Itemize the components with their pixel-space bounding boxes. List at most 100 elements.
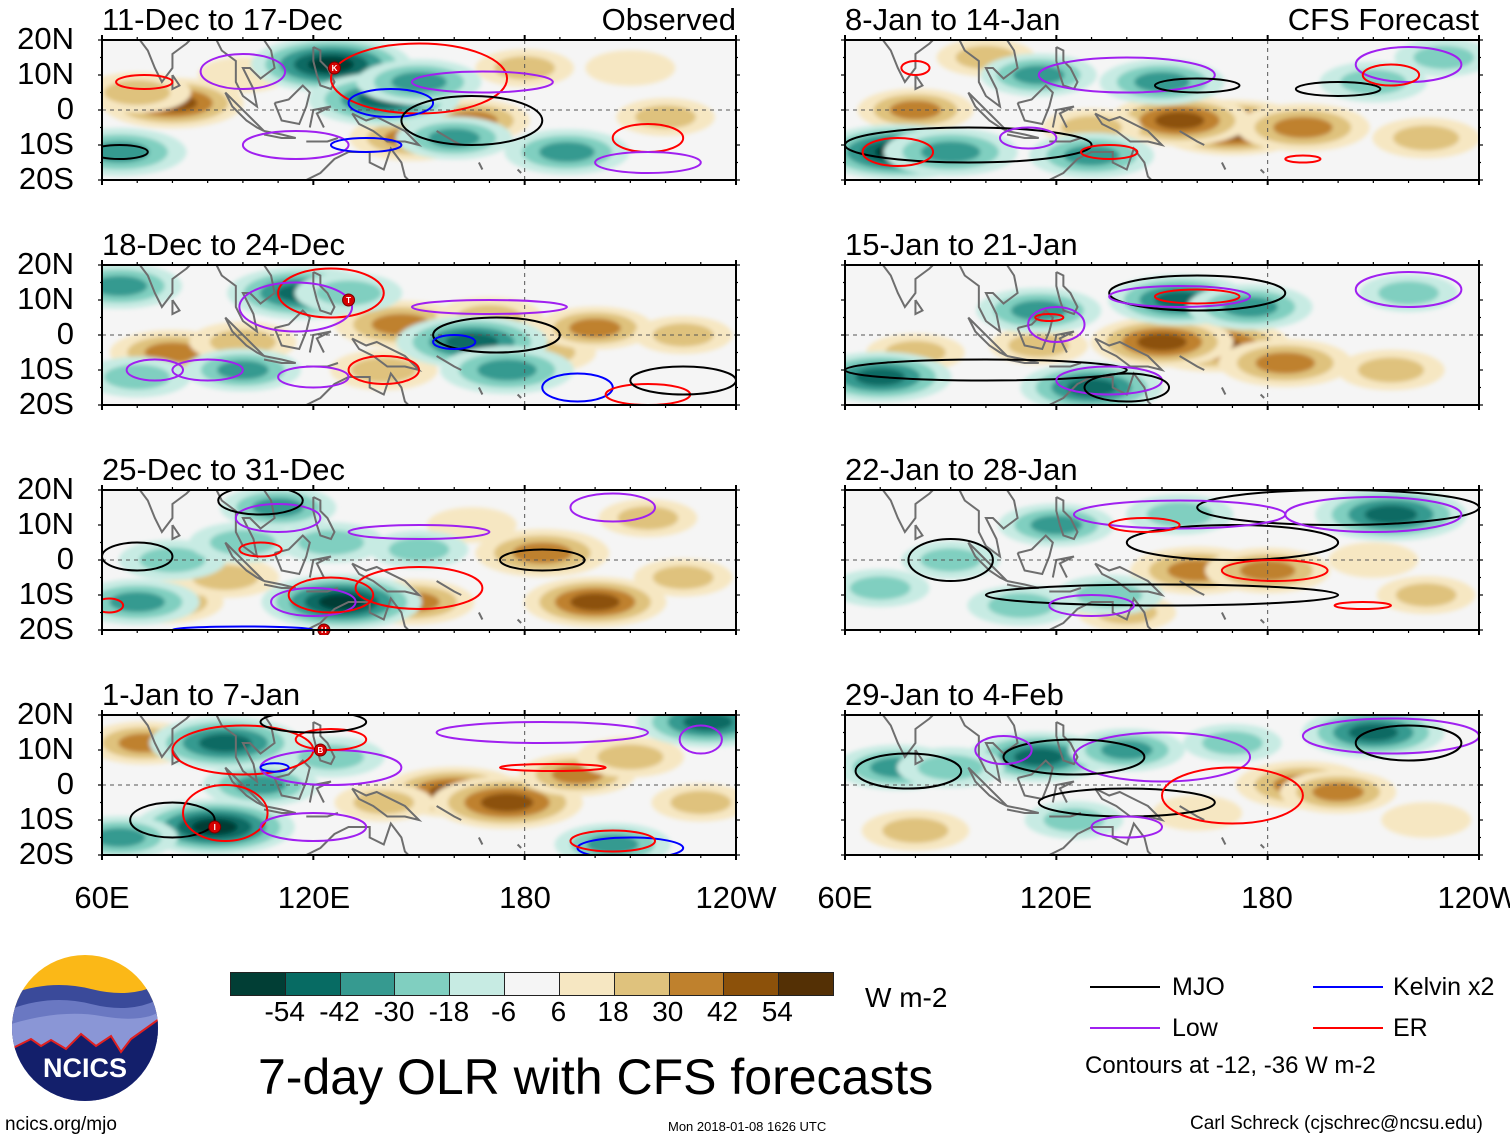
- coastline: [273, 309, 311, 351]
- olr-anomaly-positive: [353, 790, 415, 815]
- figure-title: 7-day OLR with CFS forecasts: [258, 1049, 934, 1105]
- olr-anomaly-negative: [1378, 281, 1439, 305]
- olr-anomaly-negative: [849, 576, 911, 600]
- lon-label: 60E: [74, 880, 130, 915]
- olr-anomaly-negative: [109, 591, 166, 613]
- coastline: [881, 715, 958, 759]
- olr-anomaly-positive: [426, 507, 517, 543]
- storm-label: I: [214, 823, 216, 832]
- lat-label: 0: [56, 316, 74, 351]
- coastline: [263, 355, 296, 364]
- olr-anomaly-negative: [391, 71, 447, 93]
- contour-low: [410, 299, 568, 315]
- coastline: [215, 715, 276, 784]
- coastline: [516, 393, 522, 399]
- contour-mjo: [845, 358, 1128, 382]
- coastline: [1259, 168, 1265, 174]
- coastline: [1179, 355, 1205, 371]
- colorbar-label: -30: [373, 996, 415, 1027]
- contour-mjo: [1002, 738, 1146, 776]
- coastline: [351, 787, 423, 822]
- contour-low: [347, 524, 491, 540]
- panel-title: 11-Dec to 17-Dec: [102, 2, 343, 37]
- legend-line-kelvin: [1313, 986, 1383, 988]
- coastline: [351, 112, 423, 147]
- colorbar-swatch: [778, 973, 833, 995]
- contour-er: [861, 137, 935, 167]
- coastline: [1047, 146, 1153, 180]
- coastline: [1094, 562, 1166, 597]
- lat-label: 10S: [18, 126, 74, 161]
- coastline: [1220, 837, 1227, 845]
- panel-title: 25-Dec to 31-Dec: [102, 452, 345, 487]
- contour-kelvin: [347, 88, 435, 118]
- lon-label: 120W: [695, 880, 777, 915]
- olr-anomaly-positive: [1273, 116, 1333, 139]
- contour-low: [998, 126, 1058, 150]
- lat-label: 20N: [17, 696, 74, 731]
- site-url[interactable]: ncics.org/mjo: [5, 1114, 117, 1135]
- coastline: [516, 168, 522, 174]
- coastline: [958, 715, 1019, 784]
- panel-title: 15-Jan to 21-Jan: [845, 227, 1078, 262]
- coastline: [1094, 112, 1166, 147]
- olr-anomaly-negative: [1063, 145, 1120, 166]
- contour-er: [499, 763, 607, 772]
- lon-label: 180: [1241, 880, 1293, 915]
- colorbar-label: 18: [597, 996, 629, 1027]
- olr-anomaly-positive: [635, 105, 696, 129]
- coastline: [1220, 162, 1227, 170]
- contour-er: [347, 355, 420, 385]
- lon-label: 60E: [817, 880, 873, 915]
- contour-kelvin: [329, 137, 403, 153]
- contour-er: [354, 566, 484, 610]
- contour-er: [1333, 601, 1392, 610]
- olr-anomaly-negative: [1340, 69, 1407, 95]
- olr-map: [841, 260, 1483, 410]
- olr-anomaly-positive: [512, 542, 573, 564]
- coastline: [436, 355, 462, 371]
- contour-low: [199, 53, 287, 90]
- coastline: [1055, 271, 1079, 316]
- coastline: [312, 496, 336, 541]
- coastline: [1051, 105, 1075, 128]
- contour-er: [900, 60, 931, 76]
- olr-anomaly-negative: [917, 755, 984, 780]
- contour-er: [1361, 63, 1421, 87]
- coastline: [958, 40, 1019, 109]
- contour-kelvin: [576, 836, 685, 855]
- coastline: [273, 759, 311, 801]
- contour-mjo: [1196, 490, 1479, 526]
- coastline: [477, 612, 484, 620]
- contour-er: [1161, 766, 1304, 825]
- coastline: [881, 40, 958, 84]
- coastline: [215, 40, 276, 109]
- olr-anomaly-positive: [104, 80, 171, 105]
- contour-low: [1037, 56, 1216, 94]
- lat-label: 10N: [17, 56, 74, 91]
- contour-low: [1284, 496, 1463, 533]
- coastline: [138, 490, 215, 534]
- olr-anomaly-positive: [889, 100, 942, 120]
- contour-kelvin: [541, 372, 614, 403]
- contour-low: [1108, 285, 1252, 308]
- coastline: [308, 105, 332, 128]
- contour-low: [569, 492, 656, 523]
- colorbar-swatch: [613, 973, 669, 995]
- coastline: [273, 84, 311, 126]
- contour-low: [1354, 271, 1463, 308]
- olr-anomaly-negative: [252, 497, 304, 518]
- coastline: [881, 265, 958, 309]
- contour-low: [410, 70, 554, 94]
- lat-label: 0: [56, 766, 74, 801]
- contour-mjo: [907, 538, 994, 582]
- olr-anomaly-negative: [198, 733, 252, 753]
- coastline: [1016, 309, 1054, 351]
- olr-anomaly-negative: [297, 530, 364, 555]
- olr-anomaly-negative: [209, 530, 276, 555]
- olr-anomaly-positive: [652, 565, 714, 590]
- contour-mjo: [984, 583, 1340, 607]
- lat-label: 10S: [18, 576, 74, 611]
- colorbar-label: -18: [428, 996, 470, 1027]
- contour-low: [171, 358, 244, 382]
